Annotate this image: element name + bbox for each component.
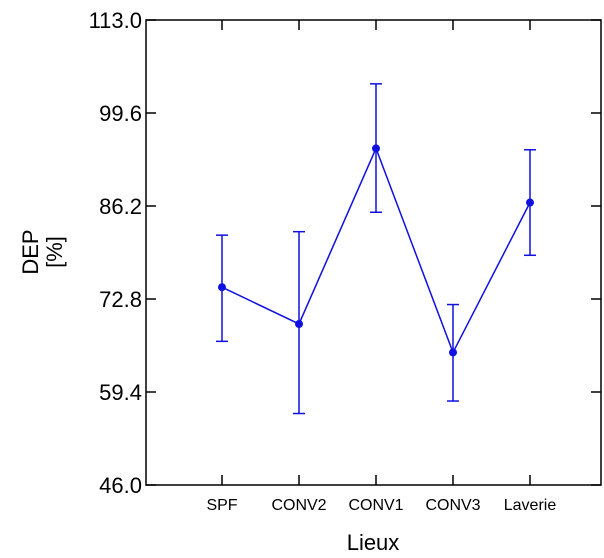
y-axis-title: DEP [%] [18,229,67,274]
x-tick-label: CONV2 [271,497,326,514]
x-tick-label: CONV3 [425,497,480,514]
data-point [372,144,380,153]
x-tick-label: SPF [206,497,237,514]
x-tick-label: CONV1 [348,497,403,514]
y-tick-label: 72.8 [99,287,142,312]
y-axis-title-line2: [%] [42,236,67,268]
y-axis: 46.0 59.4 72.8 86.2 99.6 113.0 [89,8,601,498]
data-point [526,198,534,207]
x-tick-label: Laverie [504,497,557,514]
y-tick-label: 59.4 [99,380,142,405]
y-axis-title-line1: DEP [18,229,43,274]
y-tick-label: 113.0 [89,8,142,33]
series-layer [216,83,536,415]
y-tick-label: 46.0 [99,473,142,498]
x-axis-title: Lieux [347,530,400,555]
x-axis: SPF CONV2 CONV1 CONV3 Laverie [206,20,556,514]
data-point [218,283,226,292]
data-point [295,319,303,328]
plot-frame [145,19,602,486]
y-tick-label: 99.6 [99,101,142,126]
y-tick-label: 86.2 [99,194,142,219]
data-point [449,348,457,357]
